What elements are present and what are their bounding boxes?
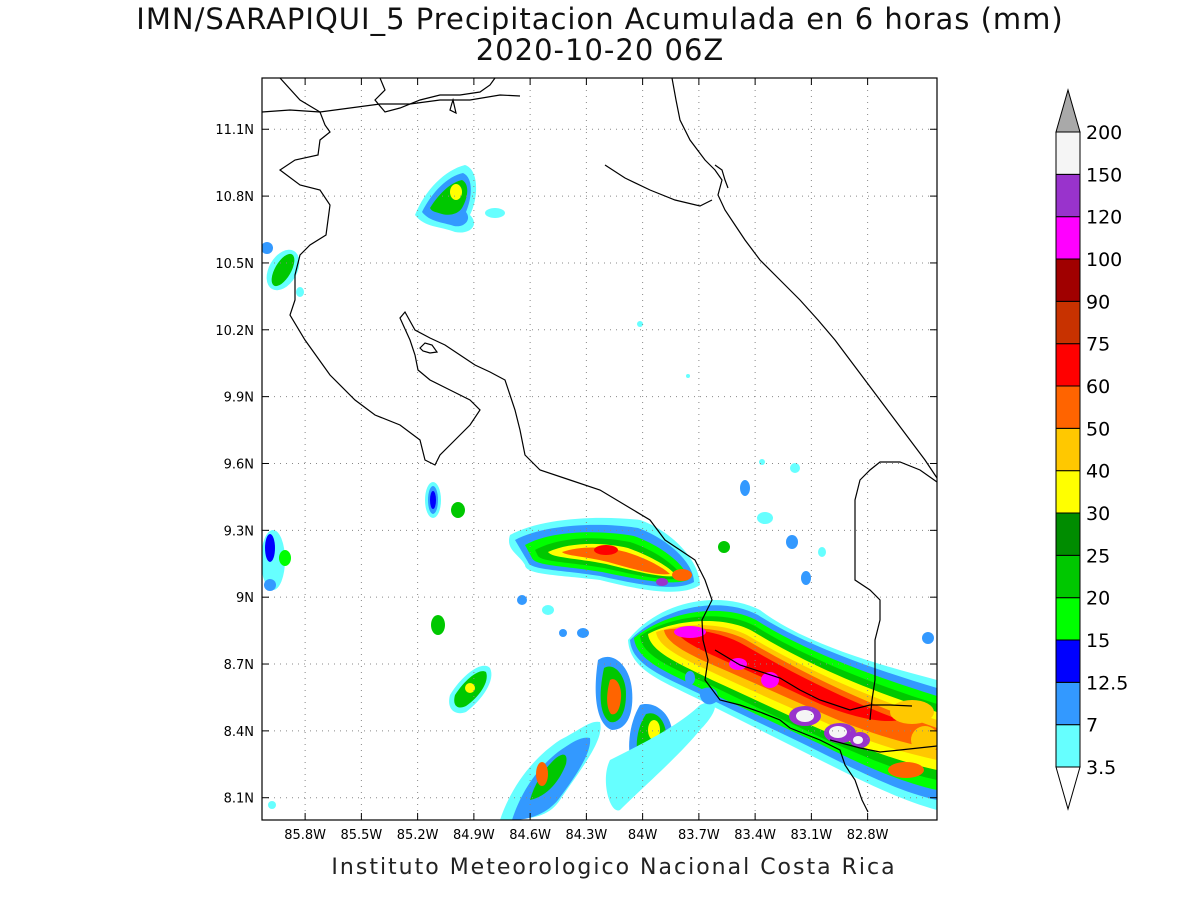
- colorbar-cell: [1055, 724, 1081, 768]
- credit-text: Instituto Meteorologico Nacional Costa R…: [331, 855, 897, 880]
- colorbar-label: 150: [1086, 164, 1122, 186]
- colorbar-cell: [1055, 216, 1081, 260]
- colorbar-label: 7: [1086, 715, 1098, 737]
- colorbar-label: 90: [1086, 291, 1110, 313]
- colorbar-label: 3.5: [1086, 757, 1116, 779]
- lat-tick-label: 8.1N: [224, 792, 254, 807]
- lat-tick-label: 9.9N: [224, 391, 254, 406]
- lon-tick-label: 82.8W: [847, 828, 889, 843]
- colorbar-label: 200: [1086, 122, 1122, 144]
- lon-tick-label: 84.3W: [565, 828, 607, 843]
- colorbar-label: 40: [1086, 461, 1110, 483]
- colorbar-cell: [1055, 300, 1081, 345]
- map-frame: [261, 77, 938, 821]
- lat-tick-label: 9.6N: [224, 457, 254, 472]
- map-title: IMN/SARAPIQUI_5 Precipitacion Acumulada …: [136, 2, 1064, 36]
- colorbar-label: 20: [1086, 588, 1110, 610]
- colorbar-label: 15: [1086, 630, 1110, 652]
- colorbar-label: 120: [1086, 207, 1122, 229]
- lat-tick-label: 10.2N: [215, 324, 254, 339]
- country-border: [262, 94, 937, 753]
- colorbar-cell: [1055, 470, 1081, 514]
- latitude-labels: 11.1N 10.8N 10.5N 10.2N 9.9N 9.6N 9.3N 9N 8.7N 8.…: [215, 123, 254, 806]
- colorbar-label: 12.5: [1086, 672, 1128, 694]
- colorbar-cell: [1055, 131, 1081, 175]
- colorbar-cell: [1055, 597, 1081, 641]
- colorbar-cell: [1055, 343, 1081, 387]
- rain-band-southeast: [628, 600, 937, 810]
- lon-tick-label: 85.5W: [340, 828, 382, 843]
- colorbar-label: 30: [1086, 503, 1110, 525]
- lat-tick-label: 9N: [236, 591, 254, 606]
- colorbar-label: 50: [1086, 418, 1110, 440]
- lat-tick-label: 10.8N: [215, 190, 254, 205]
- colorbar-label: 100: [1086, 249, 1122, 271]
- lon-tick-label: 84W: [628, 828, 658, 843]
- colorbar-cell: [1055, 173, 1081, 218]
- colorbar-label: 60: [1086, 376, 1110, 398]
- colorbar-label: 25: [1086, 545, 1110, 567]
- lat-tick-label: 11.1N: [215, 123, 254, 138]
- longitude-labels: 85.8W 85.5W 85.2W 84.9W 84.6W 84.3W 84W 83.7W 83…: [284, 828, 888, 843]
- colorbar-cell: [1055, 681, 1081, 726]
- colorbar-over-triangle: [1055, 88, 1081, 133]
- lat-tick-label: 8.7N: [224, 658, 254, 673]
- colorbar-cell: [1055, 554, 1081, 599]
- colorbar-label: 75: [1086, 334, 1110, 356]
- rain-band-central: [508, 517, 700, 592]
- colorbar-cell: [1055, 639, 1081, 683]
- map-date: 2020-10-20 06Z: [475, 33, 725, 67]
- rain-streaks-south: [500, 656, 718, 820]
- lon-tick-label: 85.8W: [284, 828, 326, 843]
- precipitation-field: [262, 165, 937, 820]
- lon-tick-label: 83.7W: [678, 828, 720, 843]
- colorbar-cell: [1055, 427, 1081, 472]
- axis-ticks: [262, 78, 937, 820]
- colorbar-cell: [1055, 385, 1081, 429]
- coastline: [278, 78, 937, 813]
- colorbar-cell: [1055, 258, 1081, 302]
- colorbar-under-triangle: [1055, 766, 1081, 811]
- lon-tick-label: 85.2W: [397, 828, 439, 843]
- lat-tick-label: 9.3N: [224, 524, 254, 539]
- lon-tick-label: 83.1W: [790, 828, 832, 843]
- lon-tick-label: 84.6W: [509, 828, 551, 843]
- lat-tick-label: 8.4N: [224, 725, 254, 740]
- rain-cells-scattered: [262, 165, 934, 809]
- lon-tick-label: 83.4W: [734, 828, 776, 843]
- colorbar-cell: [1055, 512, 1081, 556]
- colorbar: 3.5 7 12.5 15 20 25 30 40 50 60 75 90 100 120 150 200: [1055, 88, 1128, 811]
- lon-tick-label: 84.9W: [453, 828, 495, 843]
- lat-tick-label: 10.5N: [215, 257, 254, 272]
